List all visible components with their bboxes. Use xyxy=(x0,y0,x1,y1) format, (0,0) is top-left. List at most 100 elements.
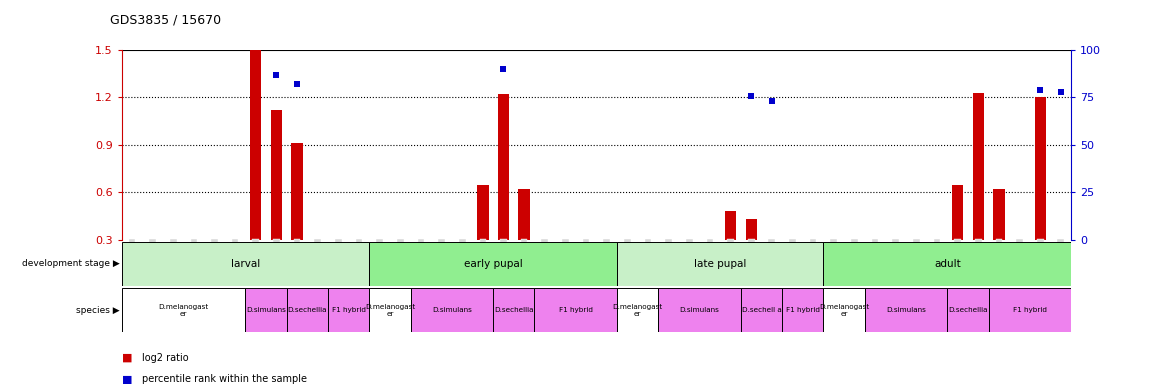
Text: D.melanogast
er: D.melanogast er xyxy=(819,304,870,316)
Text: GSM436085: GSM436085 xyxy=(604,240,609,273)
Bar xyxy=(617,242,823,286)
Text: GSM436832: GSM436832 xyxy=(521,240,527,273)
Bar xyxy=(782,288,823,332)
Text: GSM436091: GSM436091 xyxy=(191,240,197,273)
Text: F1 hybrid: F1 hybrid xyxy=(786,307,820,313)
Text: GSM436083: GSM436083 xyxy=(397,240,403,273)
Text: GSM436089: GSM436089 xyxy=(852,240,857,273)
Bar xyxy=(122,242,369,286)
Text: GSM436829: GSM436829 xyxy=(294,240,300,273)
Text: GSM436098: GSM436098 xyxy=(666,240,672,273)
Bar xyxy=(952,185,963,240)
Text: GSM436837: GSM436837 xyxy=(976,240,981,273)
Text: GSM436841: GSM436841 xyxy=(336,240,340,273)
Text: GSM436835: GSM436835 xyxy=(749,240,754,273)
Bar xyxy=(617,288,658,332)
Text: F1 hybrid: F1 hybrid xyxy=(1013,307,1047,313)
Text: larval: larval xyxy=(230,259,261,269)
Bar xyxy=(823,288,865,332)
Text: D.melanogast
er: D.melanogast er xyxy=(159,304,208,316)
Text: GSM436079: GSM436079 xyxy=(170,240,176,273)
Bar xyxy=(292,143,302,240)
Bar xyxy=(865,288,947,332)
Bar xyxy=(994,189,1005,240)
Bar xyxy=(823,242,1071,286)
Text: GSM436086: GSM436086 xyxy=(625,240,630,273)
Text: GSM436848: GSM436848 xyxy=(542,240,548,273)
Bar xyxy=(250,50,262,240)
Text: GSM436831: GSM436831 xyxy=(501,240,506,273)
Bar xyxy=(122,288,245,332)
Text: early pupal: early pupal xyxy=(464,259,522,269)
Text: GSM436092: GSM436092 xyxy=(212,240,217,273)
Text: GSM436838: GSM436838 xyxy=(996,240,1002,273)
Text: adult: adult xyxy=(933,259,961,269)
Text: GSM436842: GSM436842 xyxy=(357,240,361,273)
Text: D.sechellia: D.sechellia xyxy=(494,307,534,313)
Text: D.simulans: D.simulans xyxy=(886,307,926,313)
Text: D.sechellia: D.sechellia xyxy=(948,307,988,313)
Text: ■: ■ xyxy=(122,353,132,363)
Text: GSM437092: GSM437092 xyxy=(1058,240,1063,273)
Bar xyxy=(287,288,328,332)
Text: GSM436836: GSM436836 xyxy=(955,240,960,273)
Bar xyxy=(947,288,989,332)
Text: ■: ■ xyxy=(122,374,132,384)
Bar xyxy=(519,189,530,240)
Bar xyxy=(411,288,493,332)
Text: GSM436101: GSM436101 xyxy=(914,240,918,273)
Bar xyxy=(498,94,510,240)
Text: D.melanogast
er: D.melanogast er xyxy=(365,304,415,316)
Text: late pupal: late pupal xyxy=(694,259,747,269)
Text: GSM436087: GSM436087 xyxy=(645,240,651,273)
Text: GSM436827: GSM436827 xyxy=(254,240,258,273)
Text: GDS3835 / 15670: GDS3835 / 15670 xyxy=(110,13,221,26)
Bar xyxy=(741,288,782,332)
Bar xyxy=(973,93,984,240)
Text: GSM436839: GSM436839 xyxy=(315,240,321,273)
Text: GSM436078: GSM436078 xyxy=(151,240,155,273)
Bar xyxy=(245,288,287,332)
Bar xyxy=(658,288,741,332)
Text: D.simulans: D.simulans xyxy=(680,307,719,313)
Text: D.simulans: D.simulans xyxy=(432,307,471,313)
Bar xyxy=(493,288,535,332)
Text: development stage ▶: development stage ▶ xyxy=(22,258,119,268)
Text: GSM437091: GSM437091 xyxy=(1038,240,1042,273)
Bar xyxy=(477,185,489,240)
Text: D.melanogast
er: D.melanogast er xyxy=(613,304,662,316)
Text: GSM436099: GSM436099 xyxy=(687,240,691,273)
Text: GSM436096: GSM436096 xyxy=(460,240,464,273)
Text: GSM436080: GSM436080 xyxy=(378,240,382,273)
Bar xyxy=(725,212,736,240)
Text: GSM436856: GSM436856 xyxy=(790,240,796,273)
Text: GSM436828: GSM436828 xyxy=(274,240,279,273)
Text: GSM436830: GSM436830 xyxy=(481,240,485,273)
Text: GSM435987: GSM435987 xyxy=(130,240,134,273)
Text: GSM436084: GSM436084 xyxy=(418,240,424,273)
Text: GSM437041: GSM437041 xyxy=(1017,240,1023,273)
Text: D.simulans: D.simulans xyxy=(247,307,286,313)
Bar xyxy=(989,288,1071,332)
Bar xyxy=(271,110,283,240)
Text: GSM436857: GSM436857 xyxy=(811,240,815,273)
Text: log2 ratio: log2 ratio xyxy=(142,353,189,363)
Bar xyxy=(746,219,757,240)
Text: GSM436100: GSM436100 xyxy=(893,240,899,273)
Bar xyxy=(369,242,617,286)
Text: GSM436852: GSM436852 xyxy=(584,240,588,273)
Text: D.sechellia: D.sechellia xyxy=(287,307,327,313)
Text: GSM436833: GSM436833 xyxy=(708,240,712,273)
Bar xyxy=(535,288,617,332)
Text: GSM436854: GSM436854 xyxy=(769,240,775,273)
Text: D.sechell a: D.sechell a xyxy=(741,307,782,313)
Text: species ▶: species ▶ xyxy=(75,306,119,314)
Text: GSM436090: GSM436090 xyxy=(872,240,878,273)
Text: GSM436088: GSM436088 xyxy=(831,240,836,273)
Bar xyxy=(328,288,369,332)
Text: F1 hybrid: F1 hybrid xyxy=(331,307,366,313)
Text: GSM436093: GSM436093 xyxy=(233,240,237,273)
Text: percentile rank within the sample: percentile rank within the sample xyxy=(142,374,307,384)
Bar xyxy=(1034,98,1046,240)
Text: GSM436095: GSM436095 xyxy=(439,240,444,273)
